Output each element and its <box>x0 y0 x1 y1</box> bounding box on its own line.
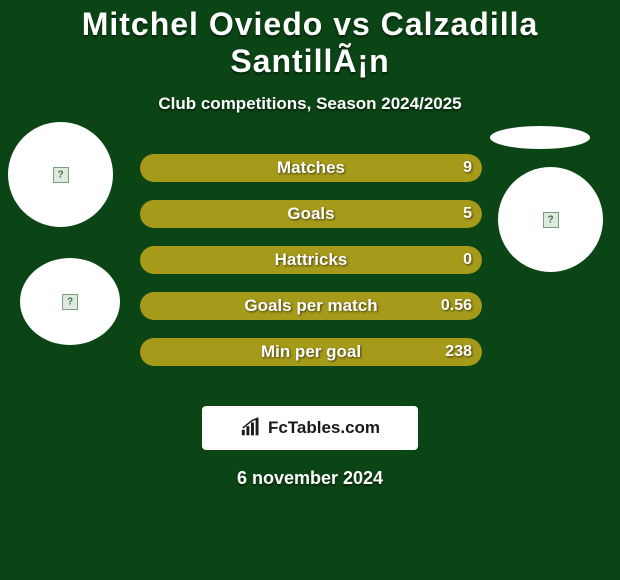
stat-bar: Hattricks 0 <box>140 246 482 274</box>
page-title: Mitchel Oviedo vs Calzadilla SantillÃ¡n <box>0 0 620 80</box>
player-left-photo-circle <box>20 258 120 345</box>
player-right-ellipse <box>490 126 590 149</box>
player-right-club-circle <box>498 167 603 272</box>
player-left-club-circle <box>8 122 113 227</box>
stat-bar: Matches 9 <box>140 154 482 182</box>
page-subtitle: Club competitions, Season 2024/2025 <box>0 94 620 114</box>
stat-bar: Min per goal 238 <box>140 338 482 366</box>
stat-bar: Goals per match 0.56 <box>140 292 482 320</box>
stat-bar-label: Goals <box>287 204 334 224</box>
stat-bar-label: Min per goal <box>261 342 361 362</box>
stat-bar-label: Hattricks <box>275 250 348 270</box>
footer-date: 6 november 2024 <box>0 468 620 489</box>
source-logo-text: FcTables.com <box>268 418 380 438</box>
stat-bar-label: Matches <box>277 158 345 178</box>
source-logo-box: FcTables.com <box>202 406 418 450</box>
stat-bar-value-right: 238 <box>445 343 472 361</box>
bar-chart-icon <box>240 417 262 439</box>
stat-bar: Goals 5 <box>140 200 482 228</box>
stat-bar-value-right: 5 <box>463 205 472 223</box>
stat-bar-value-right: 0.56 <box>441 297 472 315</box>
stat-bar-value-right: 9 <box>463 159 472 177</box>
comparison-bars: Matches 9 Goals 5 Hattricks 0 Goals per match 0… <box>140 154 482 384</box>
missing-image-icon <box>543 212 559 228</box>
stat-bar-value-right: 0 <box>463 251 472 269</box>
missing-image-icon <box>53 167 69 183</box>
missing-image-icon <box>62 294 78 310</box>
stat-bar-label: Goals per match <box>244 296 377 316</box>
